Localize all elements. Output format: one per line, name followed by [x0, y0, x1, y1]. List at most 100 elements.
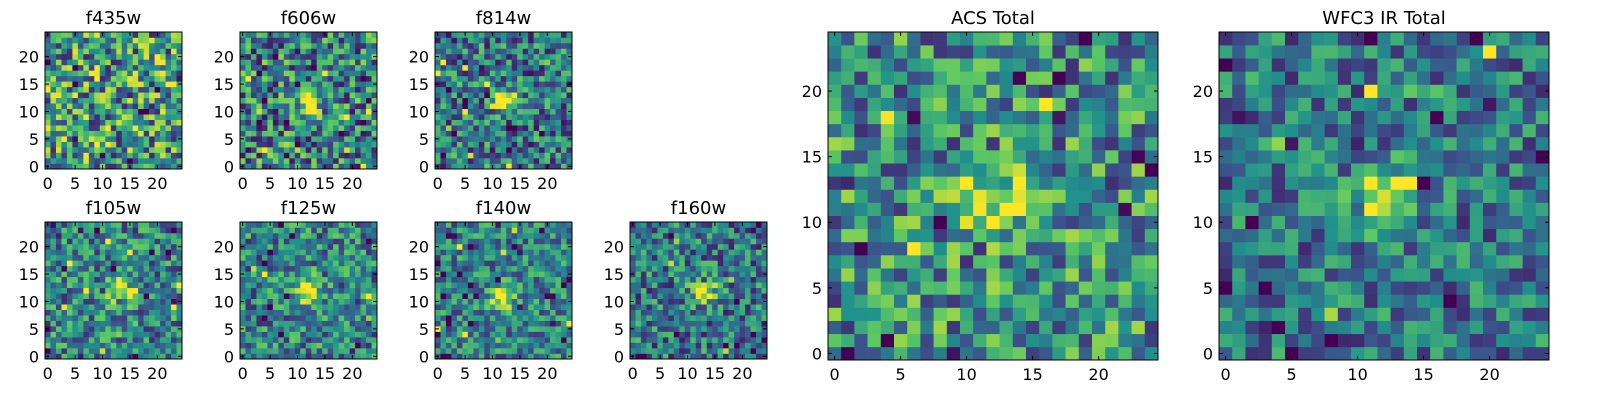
heatmap-cell	[933, 294, 948, 308]
heatmap-cell	[261, 282, 268, 289]
heatmap-cell	[99, 97, 106, 104]
heatmap-cell	[176, 238, 183, 245]
heatmap-cell	[960, 333, 974, 348]
heatmap-cell	[690, 293, 697, 300]
heatmap-cell	[445, 136, 452, 142]
heatmap-cell	[539, 103, 545, 110]
heatmap-cell	[45, 304, 51, 310]
heatmap-cell	[651, 298, 658, 305]
heatmap-cell	[272, 238, 279, 245]
heatmap-cell	[723, 293, 729, 300]
heatmap-cell	[712, 227, 718, 234]
heatmap-cell	[734, 348, 740, 354]
heatmap-cell	[176, 227, 183, 234]
heatmap-cell	[316, 254, 323, 261]
heatmap-cell	[723, 254, 729, 261]
heatmap-cell	[261, 243, 268, 250]
heatmap-cell	[272, 265, 279, 272]
heatmap-cell	[533, 163, 540, 170]
heatmap-cell	[45, 42, 51, 49]
heatmap-cell	[245, 293, 252, 300]
heatmap-cell	[1131, 163, 1146, 177]
heatmap-cell	[506, 53, 513, 60]
heatmap-cell	[640, 265, 647, 272]
heatmap-cell	[311, 342, 318, 349]
heatmap-cell	[66, 48, 73, 55]
heatmap-cell	[272, 97, 279, 104]
heatmap-cell	[83, 337, 90, 343]
heatmap-cell	[121, 125, 128, 131]
heatmap-cell	[511, 298, 518, 305]
heatmap-cell	[160, 260, 166, 267]
heatmap-cell	[630, 254, 636, 261]
heatmap-cell	[322, 114, 328, 120]
heatmap-cell	[94, 158, 101, 164]
heatmap-cell	[349, 37, 356, 44]
heatmap-cell	[240, 103, 246, 110]
heatmap-cell	[1118, 241, 1132, 256]
heatmap-cell	[456, 136, 463, 142]
heatmap-cell	[690, 243, 697, 250]
heatmap-cell	[72, 59, 79, 66]
heatmap-cell	[333, 298, 339, 305]
heatmap-cell	[495, 42, 502, 49]
heatmap-cell	[305, 53, 312, 60]
heatmap-cell	[165, 108, 172, 115]
x-tick-label: 20	[342, 364, 362, 383]
heatmap-cell	[646, 304, 653, 310]
heatmap-cell	[88, 136, 95, 142]
heatmap-cell	[121, 260, 128, 267]
heatmap-cell	[61, 136, 68, 142]
heatmap-cell	[283, 222, 290, 228]
heatmap-cell	[143, 276, 150, 283]
heatmap-cell	[566, 265, 573, 272]
heatmap-cell	[500, 293, 507, 300]
heatmap-cell	[662, 293, 669, 300]
heatmap-cell	[854, 294, 868, 308]
heatmap-cell	[267, 92, 274, 99]
heatmap-cell	[635, 260, 642, 267]
heatmap-cell	[344, 309, 350, 316]
heatmap-cell	[478, 342, 485, 349]
heatmap-cell	[657, 331, 664, 338]
y-tick-label: 0	[29, 347, 39, 366]
heatmap-cell	[828, 346, 842, 361]
heatmap-cell	[679, 238, 686, 245]
heatmap-cell	[316, 238, 323, 245]
heatmap-cell	[300, 125, 307, 131]
heatmap-cell	[695, 265, 702, 272]
heatmap-cell	[456, 265, 463, 272]
heatmap-cell	[511, 320, 518, 327]
heatmap-cell	[445, 315, 452, 321]
heatmap-cell	[149, 232, 155, 239]
heatmap-cell	[55, 48, 62, 55]
heatmap-cell	[973, 150, 987, 164]
heatmap-cell	[701, 254, 708, 261]
heatmap-cell	[528, 125, 534, 131]
heatmap-cell	[154, 271, 161, 278]
heatmap-cell	[495, 114, 502, 120]
heatmap-cell	[349, 97, 356, 104]
heatmap-cell	[88, 42, 95, 49]
heatmap-cell	[322, 92, 328, 99]
heatmap-cell	[110, 293, 117, 300]
heatmap-cell	[756, 298, 762, 305]
heatmap-cell	[706, 260, 713, 267]
heatmap-cell	[116, 348, 123, 354]
heatmap-cell	[635, 276, 642, 283]
heatmap-cell	[160, 32, 166, 38]
heatmap-cell	[467, 163, 474, 170]
heatmap-cell	[561, 222, 567, 228]
heatmap-cell	[717, 282, 724, 289]
heatmap-cell	[83, 114, 90, 120]
heatmap-cell	[1078, 255, 1093, 269]
heatmap-cell	[506, 103, 513, 110]
heatmap-cell	[322, 48, 328, 55]
heatmap-cell	[50, 271, 57, 278]
heatmap-cell	[533, 125, 540, 131]
heatmap-cell	[267, 130, 274, 137]
heatmap-cell	[366, 298, 372, 305]
heatmap-cell	[83, 326, 90, 332]
heatmap-cell	[116, 293, 123, 300]
heatmap-cell	[495, 81, 502, 88]
